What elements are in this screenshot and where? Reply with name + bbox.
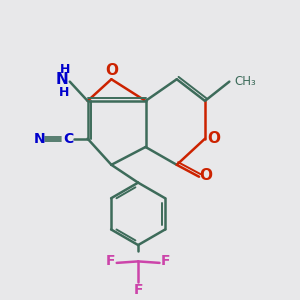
Text: CH₃: CH₃ bbox=[234, 75, 256, 88]
Text: F: F bbox=[106, 254, 116, 268]
Text: F: F bbox=[161, 254, 170, 268]
Text: O: O bbox=[105, 63, 118, 78]
Text: F: F bbox=[134, 283, 143, 297]
Text: N: N bbox=[34, 132, 45, 146]
Text: O: O bbox=[207, 131, 220, 146]
Text: H: H bbox=[60, 63, 70, 76]
Text: N: N bbox=[56, 72, 69, 87]
Text: C: C bbox=[63, 132, 74, 146]
Text: O: O bbox=[199, 168, 212, 183]
Text: H: H bbox=[58, 86, 69, 99]
